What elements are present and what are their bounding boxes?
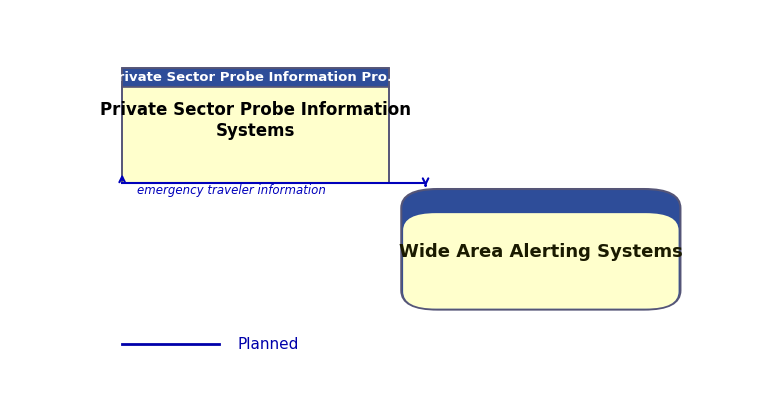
Text: Planned: Planned [237, 337, 299, 352]
FancyBboxPatch shape [402, 189, 680, 309]
FancyBboxPatch shape [122, 68, 389, 87]
Text: Wide Area Alerting Systems: Wide Area Alerting Systems [399, 243, 683, 261]
FancyBboxPatch shape [122, 87, 389, 183]
FancyBboxPatch shape [403, 213, 679, 309]
Text: emergency traveler information: emergency traveler information [137, 184, 327, 197]
Text: Private Sector Probe Information Pro...: Private Sector Probe Information Pro... [109, 71, 402, 84]
Text: Private Sector Probe Information
Systems: Private Sector Probe Information Systems [100, 101, 411, 140]
